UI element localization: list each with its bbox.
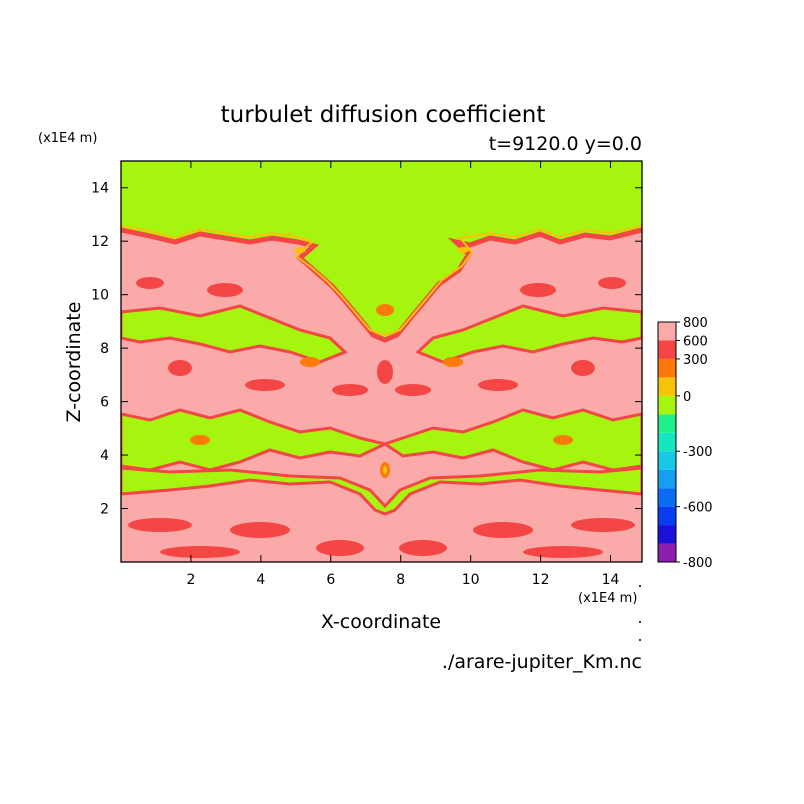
colorbar-swatch — [658, 358, 676, 378]
chart-title: turbulet diffusion coefficient — [221, 102, 546, 128]
colorbar-swatch — [658, 432, 676, 452]
colorbar-frame — [657, 321, 677, 563]
x-axis-ticks: 2 4 6 8 10 12 14 — [186, 161, 620, 588]
colorbar-swatch — [658, 377, 676, 396]
y-tick-label: 10 — [91, 288, 109, 304]
field-top-rim — [121, 227, 642, 343]
field-top-green — [121, 161, 642, 338]
field-top-orange — [121, 225, 642, 337]
colorbar-label: 0 — [683, 390, 691, 405]
plot-frame — [120, 160, 643, 563]
field-mid-green-right-2 — [381, 408, 642, 472]
field-blobs — [128, 277, 635, 558]
colorbar-label: -300 — [683, 445, 713, 460]
field-yellow-blobs — [294, 247, 469, 474]
colorbar-label: 600 — [683, 334, 708, 349]
colorbar-swatch — [658, 525, 676, 544]
x-tick-label: 14 — [602, 572, 620, 588]
colorbar-swatch — [658, 469, 676, 489]
x-tick-label: 10 — [462, 572, 480, 588]
y-axis-label: Z-coordinate — [63, 302, 85, 423]
field-mid-green-left-2 — [121, 408, 390, 472]
source-file: ./arare-jupiter_Km.nc — [442, 651, 642, 673]
x-axis-label: X-coordinate — [321, 611, 441, 633]
chart-subtitle: t=9120.0 y=0.0 — [489, 133, 642, 155]
x-tick-label: 2 — [186, 572, 195, 588]
colorbar-swatch — [658, 451, 676, 470]
colorbar: 800 600 300 0 -300 -600 -800 — [657, 316, 713, 571]
x-tick-label: 4 — [256, 572, 265, 588]
y-tick-label: 2 — [100, 502, 109, 518]
colorbar-swatch — [658, 340, 676, 359]
y-tick-label: 6 — [100, 395, 109, 411]
colorbar-label: 800 — [683, 316, 708, 331]
y-tick-label: 8 — [100, 341, 109, 357]
contour-field — [121, 161, 642, 562]
y-tick-label: 12 — [91, 234, 109, 250]
x-axis-unit: (x1E4 m) — [578, 591, 637, 606]
colorbar-label: -600 — [683, 501, 713, 516]
colorbar-swatch — [658, 414, 676, 433]
y-axis-ticks: 2 4 6 8 10 12 14 — [91, 181, 642, 518]
x-tick-label: 12 — [532, 572, 550, 588]
y-tick-label: 14 — [91, 181, 109, 197]
x-tick-label: 8 — [396, 572, 405, 588]
unit-markers — [639, 585, 641, 641]
colorbar-swatch — [658, 543, 676, 562]
colorbar-label: -800 — [683, 556, 713, 571]
y-tick-label: 4 — [100, 448, 109, 464]
y-axis-unit: (x1E4 m) — [38, 131, 97, 146]
colorbar-label: 300 — [683, 353, 708, 368]
colorbar-swatch — [658, 488, 676, 507]
colorbar-swatch — [658, 395, 676, 415]
field-low-green — [121, 466, 642, 516]
colorbar-swatch — [658, 506, 676, 526]
x-tick-label: 6 — [326, 572, 335, 588]
colorbar-swatch — [658, 322, 676, 341]
